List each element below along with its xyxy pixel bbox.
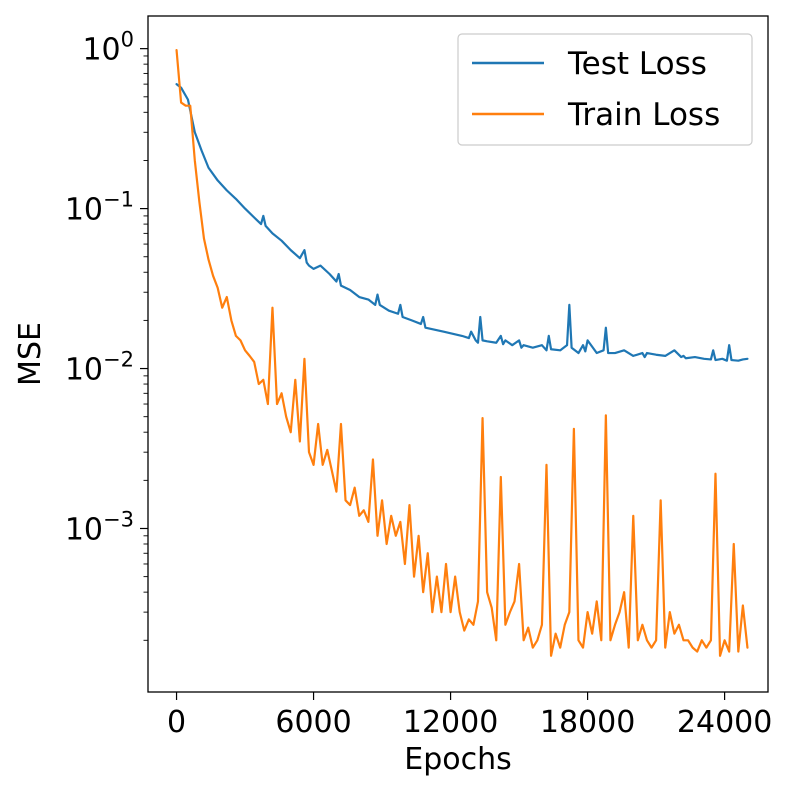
- plot-frame: [147, 15, 769, 693]
- series-line-test-loss: [175, 83, 749, 362]
- y-tick-label: 10−3: [65, 507, 134, 547]
- x-tick-label: 0: [167, 705, 186, 740]
- x-tick-label: 24000: [677, 705, 772, 740]
- x-tick-label: 12000: [403, 705, 498, 740]
- x-tick-label: 18000: [540, 705, 635, 740]
- series-line-train-loss: [175, 48, 749, 657]
- x-axis-label: Epochs: [404, 742, 512, 777]
- series-layer: [175, 48, 749, 657]
- legend-box: [457, 33, 753, 146]
- x-tick-label: 6000: [275, 705, 351, 740]
- y-tick-label: 100: [82, 28, 134, 68]
- y-tick-label: 10−1: [65, 188, 134, 228]
- ticks-layer: 0 6000 12000 18000 24000 100 10−1 10−2 10−3: [65, 28, 772, 740]
- legend-label: Train Loss: [567, 97, 720, 133]
- legend: Test Loss Train Loss: [457, 33, 753, 146]
- y-tick-label: 10−2: [65, 348, 134, 388]
- y-axis-label: MSE: [13, 322, 48, 386]
- legend-label: Test Loss: [567, 46, 707, 82]
